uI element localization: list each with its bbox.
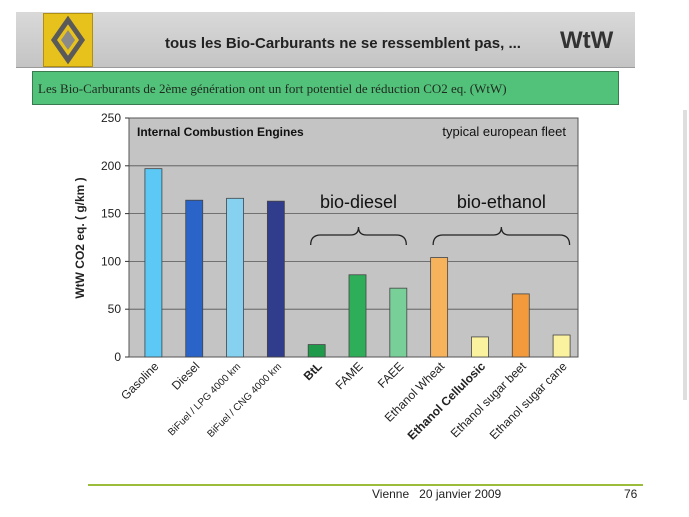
x-tick-label: BiFuel / CNG 4000 km (205, 361, 284, 440)
bar-10 (552, 334, 571, 358)
footer-date: 20 janvier 2009 (419, 487, 502, 501)
renault-logo-icon (43, 13, 93, 67)
bar-8 (471, 336, 489, 358)
bar-3 (266, 200, 285, 358)
bar-1 (185, 199, 204, 358)
x-tick-label: BtL (301, 359, 325, 383)
x-tick-label: Diesel (169, 359, 202, 392)
y-axis-label: WtW CO2 eq. ( g/km ) (73, 177, 87, 298)
chart-subtitle: typical european fleet (442, 124, 566, 139)
x-tick-label: FAEE (375, 359, 407, 391)
slide-header (16, 12, 635, 68)
y-tick-label: 250 (101, 111, 121, 125)
bar-9 (511, 293, 530, 358)
y-tick-label: 100 (101, 254, 121, 268)
x-tick-label: Gasoline (118, 359, 162, 403)
chart-title: Internal Combustion Engines (137, 125, 304, 139)
bar-7 (430, 257, 449, 358)
bar-0 (144, 168, 163, 358)
group-brace (310, 226, 407, 246)
y-tick-label: 200 (101, 159, 121, 173)
y-tick-label: 0 (114, 350, 121, 364)
page-number: 76 (624, 487, 638, 501)
scan-edge (683, 110, 687, 400)
bar-6 (389, 287, 408, 358)
banner-text: Les Bio-Carburants de 2ème génération on… (38, 81, 507, 96)
footer-event: Vienne (372, 487, 410, 501)
bar-2 (226, 197, 244, 358)
x-tick-label: FAME (333, 359, 366, 392)
x-tick-label: Ethanol sugar cane (487, 359, 570, 442)
group-brace (432, 226, 571, 246)
y-tick-label: 150 (101, 207, 121, 221)
bar-4 (307, 344, 326, 358)
footer-event-date: Vienne 20 janvier 2009 (372, 487, 501, 501)
bar-5 (348, 274, 367, 358)
group-label: bio-diesel (320, 192, 397, 212)
x-tick-label: Ethanol sugar beet (448, 359, 530, 441)
footer-divider (88, 484, 643, 486)
slide-title: tous les Bio-Carburants ne se ressemblen… (165, 35, 521, 52)
wtw-tag: WtW (560, 27, 614, 54)
x-tick-label: Ethanol Cellulosic (405, 359, 489, 443)
group-label: bio-ethanol (457, 192, 546, 212)
y-tick-label: 50 (108, 302, 122, 316)
key-message-banner (32, 71, 619, 105)
